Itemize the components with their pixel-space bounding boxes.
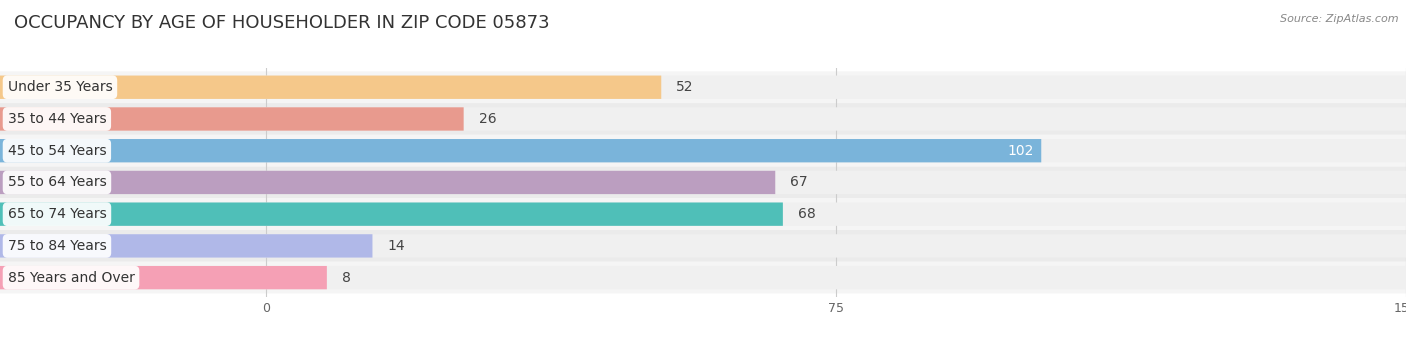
Text: Under 35 Years: Under 35 Years xyxy=(7,80,112,94)
FancyBboxPatch shape xyxy=(0,262,1406,294)
Text: 26: 26 xyxy=(479,112,496,126)
Text: 75 to 84 Years: 75 to 84 Years xyxy=(7,239,107,253)
FancyBboxPatch shape xyxy=(0,234,1406,257)
FancyBboxPatch shape xyxy=(0,166,1406,198)
Text: 68: 68 xyxy=(799,207,815,221)
Text: 45 to 54 Years: 45 to 54 Years xyxy=(7,144,107,158)
FancyBboxPatch shape xyxy=(0,139,1042,162)
FancyBboxPatch shape xyxy=(0,203,1406,226)
FancyBboxPatch shape xyxy=(0,107,1406,131)
Text: 102: 102 xyxy=(1007,144,1033,158)
FancyBboxPatch shape xyxy=(0,234,373,257)
FancyBboxPatch shape xyxy=(0,107,464,131)
Text: Source: ZipAtlas.com: Source: ZipAtlas.com xyxy=(1281,14,1399,24)
Text: 52: 52 xyxy=(676,80,695,94)
Text: OCCUPANCY BY AGE OF HOUSEHOLDER IN ZIP CODE 05873: OCCUPANCY BY AGE OF HOUSEHOLDER IN ZIP C… xyxy=(14,14,550,32)
FancyBboxPatch shape xyxy=(0,198,1406,230)
FancyBboxPatch shape xyxy=(0,76,1406,99)
Text: 67: 67 xyxy=(790,175,808,190)
Text: 55 to 64 Years: 55 to 64 Years xyxy=(7,175,107,190)
Text: 14: 14 xyxy=(388,239,405,253)
FancyBboxPatch shape xyxy=(0,139,1406,162)
FancyBboxPatch shape xyxy=(0,76,661,99)
FancyBboxPatch shape xyxy=(0,103,1406,135)
FancyBboxPatch shape xyxy=(0,203,783,226)
FancyBboxPatch shape xyxy=(0,171,775,194)
FancyBboxPatch shape xyxy=(0,71,1406,103)
Text: 35 to 44 Years: 35 to 44 Years xyxy=(7,112,107,126)
Text: 65 to 74 Years: 65 to 74 Years xyxy=(7,207,107,221)
FancyBboxPatch shape xyxy=(0,266,1406,289)
Text: 8: 8 xyxy=(342,271,352,285)
FancyBboxPatch shape xyxy=(0,171,1406,194)
FancyBboxPatch shape xyxy=(0,135,1406,166)
Text: 85 Years and Over: 85 Years and Over xyxy=(7,271,135,285)
FancyBboxPatch shape xyxy=(0,266,326,289)
FancyBboxPatch shape xyxy=(0,230,1406,262)
